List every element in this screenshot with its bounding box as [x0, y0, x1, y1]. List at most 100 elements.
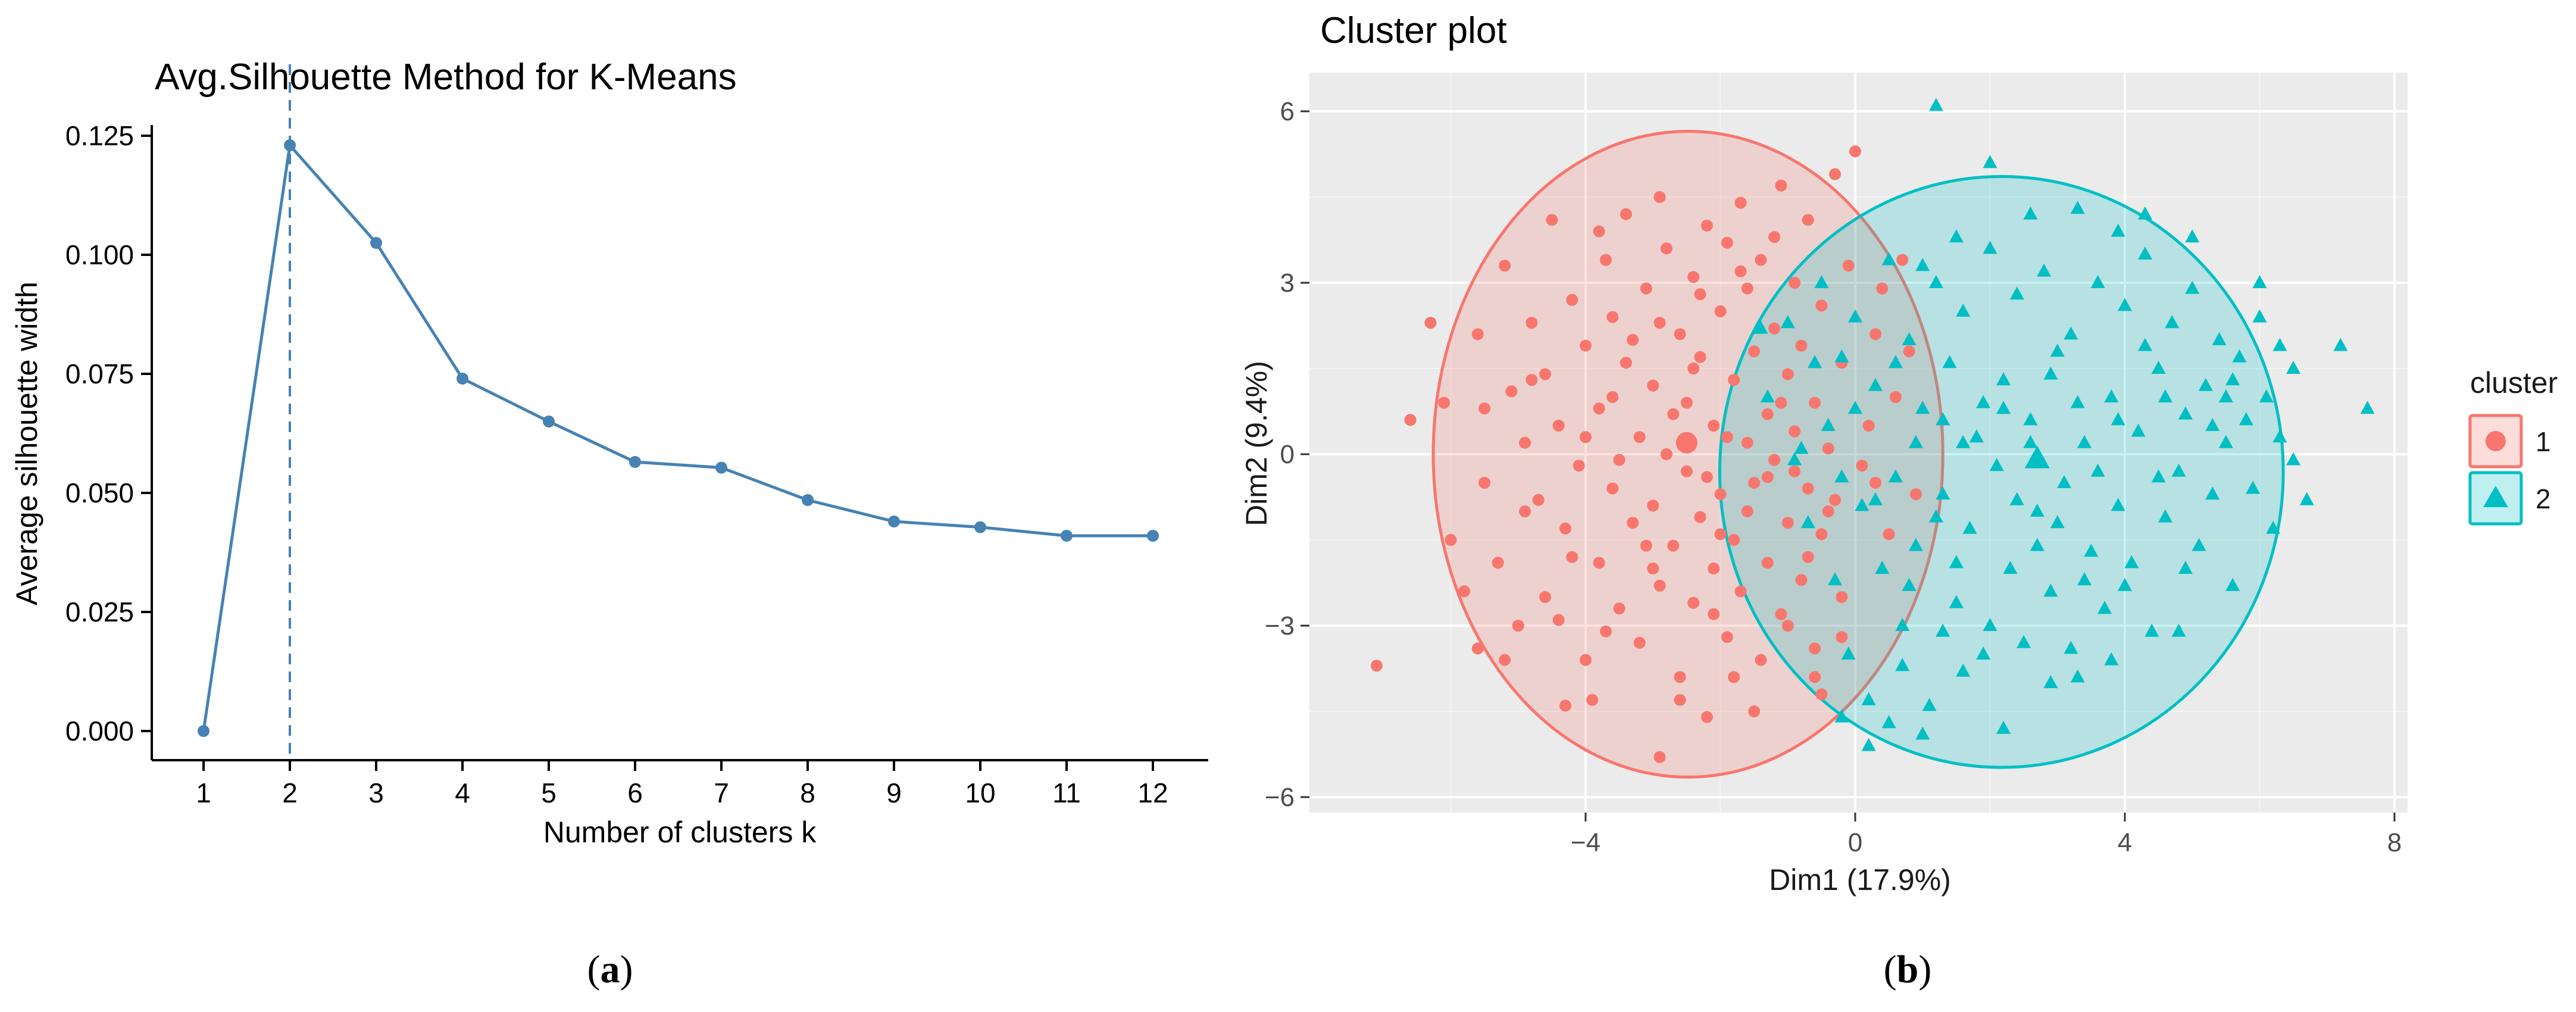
cluster-1-point: [1606, 311, 1619, 323]
cluster-1-point: [1667, 408, 1680, 420]
cluster-2-point: [1888, 469, 1903, 483]
cluster-2-point: [2225, 372, 2240, 386]
cluster-1-point: [1721, 431, 1733, 443]
cluster-2-point: [1996, 401, 2011, 414]
cluster-2-point: [2252, 309, 2267, 323]
x-tick-label: 8: [800, 777, 815, 808]
cluster-2-point: [2064, 641, 2078, 654]
cluster-2-point: [2151, 361, 2166, 374]
cluster-2-point: [2104, 389, 2119, 402]
cluster-2-point: [2252, 275, 2267, 288]
cluster-1-point: [1781, 620, 1794, 632]
cluster-1-point: [1802, 551, 1814, 563]
cluster-1-point: [1694, 288, 1706, 301]
cluster-2-point: [1834, 709, 1849, 723]
cluster-2-point: [1908, 538, 1923, 551]
cluster-1-point: [1721, 631, 1733, 644]
legend-item-1: 1: [2468, 414, 2551, 468]
cluster-2-ellipse: [1718, 174, 2285, 769]
cluster-1-point: [1862, 420, 1875, 432]
cluster-2-point: [2043, 366, 2058, 380]
cluster-1-point: [1795, 339, 1808, 352]
cluster-2-point: [1928, 275, 1943, 288]
cluster-2-point: [2023, 412, 2038, 426]
cluster-1-point: [1815, 688, 1828, 701]
cluster-plot-gridlines: [1309, 73, 2408, 813]
cluster-1-point: [1775, 608, 1787, 620]
cluster-2-point: [1922, 698, 1937, 711]
cluster-2-point: [1915, 258, 1930, 271]
cluster-1-point: [1781, 517, 1794, 529]
y-tick-label: 0.050: [65, 477, 134, 508]
cluster-2-point: [1956, 663, 1971, 677]
cluster-1-point: [1471, 642, 1484, 655]
cluster-1-point: [1700, 471, 1713, 483]
cluster-2-point: [1949, 555, 1964, 569]
cluster-1-point: [1748, 345, 1761, 358]
cluster-2-point: [1962, 520, 1977, 534]
triangle-icon: [2483, 486, 2508, 507]
cluster-1-point: [1714, 305, 1727, 317]
cluster-2-point: [2003, 561, 2018, 574]
x-tick-label: 4: [2118, 828, 2132, 857]
cluster-2-point: [2017, 635, 2031, 648]
x-tick-label: 6: [627, 777, 643, 808]
cluster-1-point: [1680, 396, 1693, 409]
x-tick-label: −4: [1571, 828, 1600, 857]
y-tick-label: 0.100: [65, 239, 134, 270]
cluster-2-point: [2077, 572, 2092, 586]
caption-a-letter: a: [601, 948, 620, 991]
cluster-1-point: [1883, 528, 1895, 541]
y-tick-label: 0.000: [65, 716, 134, 746]
cluster-1-point: [1761, 557, 1774, 569]
cluster-2-point: [1895, 658, 1910, 671]
cluster-2-point: [1861, 738, 1876, 751]
cluster-1-point: [1815, 299, 1828, 312]
cluster-1-point: [1708, 608, 1720, 620]
cluster-1-point: [1640, 539, 1652, 552]
x-tick-label: 1: [196, 777, 211, 808]
cluster-2-point: [2198, 377, 2213, 391]
silhouette-x-ticks: 1 2 3 4 5 6 7 8 9 10 11 12: [196, 760, 1168, 808]
cluster-1-point: [1741, 436, 1753, 449]
cluster-2-point: [1996, 372, 2011, 386]
cluster-1-point: [1559, 699, 1572, 712]
cluster-2-point: [2064, 326, 2078, 340]
cluster-2-point: [2178, 406, 2193, 420]
silhouette-point: [974, 521, 986, 533]
cluster-1-point: [1856, 460, 1868, 472]
cluster-1-point: [1492, 557, 1504, 569]
cluster-1-point: [1445, 534, 1457, 546]
y-tick-label: −6: [1265, 783, 1295, 812]
cluster-2-point: [2009, 492, 2024, 505]
cluster-2-point: [1976, 646, 1991, 660]
cluster-2-point: [1881, 715, 1896, 729]
cluster-2-point: [2185, 280, 2200, 294]
cluster-points: [1370, 98, 2375, 763]
cluster-1-point: [1580, 339, 1592, 352]
cluster-1-point: [1674, 671, 1686, 683]
cluster-1-point: [1687, 271, 1700, 283]
cluster-2-point: [2225, 577, 2240, 591]
cluster-1-point: [1775, 396, 1787, 409]
cluster-1-point: [1761, 408, 1774, 420]
cluster-2-point: [1908, 435, 1923, 448]
cluster-2-point: [1808, 355, 1822, 368]
cluster-2-point: [2286, 361, 2301, 374]
silhouette-point: [198, 725, 210, 737]
cluster-1-point: [1734, 196, 1747, 209]
cluster-1-point: [1789, 425, 1801, 438]
cluster-1-point: [1809, 642, 1821, 655]
cluster-1-point: [1647, 499, 1659, 512]
cluster-1-point: [1829, 168, 1842, 180]
cluster-1-point: [1660, 242, 1672, 255]
cluster-1-point: [1424, 317, 1437, 329]
cluster-1-point: [1869, 477, 1881, 489]
cluster-ellipses: [1431, 130, 2285, 779]
cluster-x-axis-title: Dim1 (17.9%): [1769, 863, 1951, 897]
cluster-2-point: [2057, 475, 2072, 488]
y-tick-label: 0.025: [65, 596, 134, 627]
cluster-1-point: [1653, 191, 1666, 203]
cluster-1-point: [1822, 505, 1834, 517]
cluster-1-point: [1687, 363, 1700, 374]
